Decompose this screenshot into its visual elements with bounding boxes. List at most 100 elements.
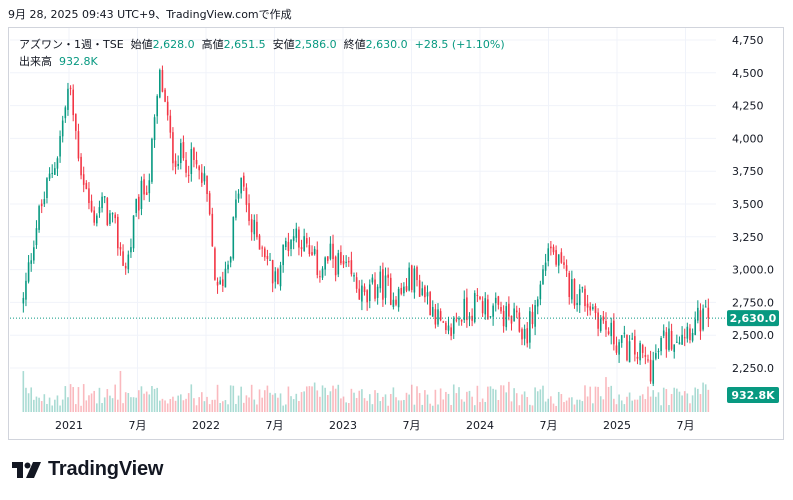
candle-body (350, 260, 353, 275)
candle-body (169, 115, 172, 133)
candle-body (450, 327, 452, 336)
volume-bar (48, 397, 51, 412)
volume-bar (384, 394, 387, 412)
volume-bar (355, 397, 358, 412)
candle-body (434, 309, 437, 325)
volume-bar (282, 405, 284, 412)
volume-bar (67, 397, 69, 412)
candle-body (316, 249, 319, 276)
volume-bar (75, 404, 77, 412)
volume-bar (292, 399, 295, 412)
volume-bar (694, 387, 697, 412)
candle-body (88, 188, 90, 204)
candle-body (513, 308, 515, 322)
candle-body (657, 351, 660, 353)
candle-body (413, 268, 416, 293)
candle-body (408, 267, 410, 291)
x-tick-label: 7月 (540, 419, 558, 432)
candle-body (182, 142, 185, 159)
volume-bar (510, 401, 513, 412)
x-tick-label: 2023 (329, 419, 357, 432)
candle-body (305, 238, 308, 244)
candle-body (389, 277, 392, 305)
candle-body (416, 267, 418, 281)
volume-bar (581, 401, 584, 412)
price-badge (727, 310, 779, 327)
candle-body (56, 158, 59, 169)
candle-body (615, 345, 618, 353)
candle-body (620, 335, 623, 343)
candle-body (652, 360, 655, 384)
volume-bar (148, 394, 151, 412)
candle-body (64, 107, 67, 119)
candle-body (613, 320, 615, 345)
volume-bar (305, 386, 308, 412)
volume-bar (649, 396, 652, 412)
candle-body (313, 248, 316, 255)
candle-body (329, 243, 332, 259)
volume-bar (308, 386, 311, 412)
candle-body (211, 213, 214, 247)
volume-bar (258, 389, 261, 412)
volume-bar (135, 397, 137, 412)
volume-bar (376, 392, 379, 412)
volume-bar (203, 401, 206, 412)
high-label: 高値 (201, 38, 224, 51)
volume-bar (605, 377, 607, 412)
volume-bar (452, 384, 455, 412)
volume-bar (571, 397, 573, 412)
candle-body (153, 117, 156, 141)
volume-bar (392, 387, 395, 412)
close-label: 終値 (343, 38, 366, 51)
volume-bar (560, 394, 563, 412)
candle-body (277, 269, 279, 285)
candle-body (201, 172, 203, 183)
volume-bar (565, 400, 568, 412)
volume-bar (347, 403, 350, 412)
volume-bar (445, 391, 447, 412)
volume-bar (64, 386, 67, 412)
volume-bar (161, 398, 164, 412)
volume-bar (613, 398, 615, 412)
volume-bar (697, 388, 699, 412)
volume-bar (410, 384, 413, 412)
candle-body (216, 281, 219, 286)
volume-bar (458, 387, 460, 412)
volume-bar (531, 405, 534, 412)
volume-bar (416, 386, 418, 412)
volume-bar (51, 405, 54, 412)
candle-body (502, 310, 505, 327)
volume-bar (185, 398, 187, 412)
volume-bar (38, 397, 40, 412)
ohlc-legend: アズワン・1週・TSE 始値2,628.0 高値2,651.5 安値2,586.… (19, 36, 505, 52)
volume-bar (82, 384, 85, 412)
candle-body (473, 293, 476, 322)
candle-body (22, 297, 25, 304)
candle-body (337, 253, 340, 275)
candle-body (550, 246, 552, 249)
candle-body (578, 289, 581, 306)
candle-body (403, 286, 405, 294)
volume-bar (216, 384, 219, 412)
x-tick-label: 7月 (677, 419, 695, 432)
candle-body (172, 132, 174, 164)
volume-bar (397, 400, 400, 412)
volume-bar (224, 400, 227, 412)
candle-body (69, 87, 72, 89)
volume-bar (539, 389, 542, 412)
candle-body (466, 297, 468, 321)
volume-bar (626, 396, 628, 412)
volume-bar (615, 404, 618, 412)
volume-bar (324, 387, 326, 412)
candle-body (400, 287, 403, 294)
volume-bar (180, 394, 182, 412)
volume-bar (195, 405, 198, 412)
volume-bar (676, 388, 678, 412)
candle-body (258, 235, 261, 250)
volume-bar (300, 392, 303, 412)
volume-bar (138, 390, 140, 412)
tradingview-logo[interactable]: TradingView (12, 458, 163, 481)
candle-body (119, 247, 122, 250)
candle-body (90, 200, 93, 212)
